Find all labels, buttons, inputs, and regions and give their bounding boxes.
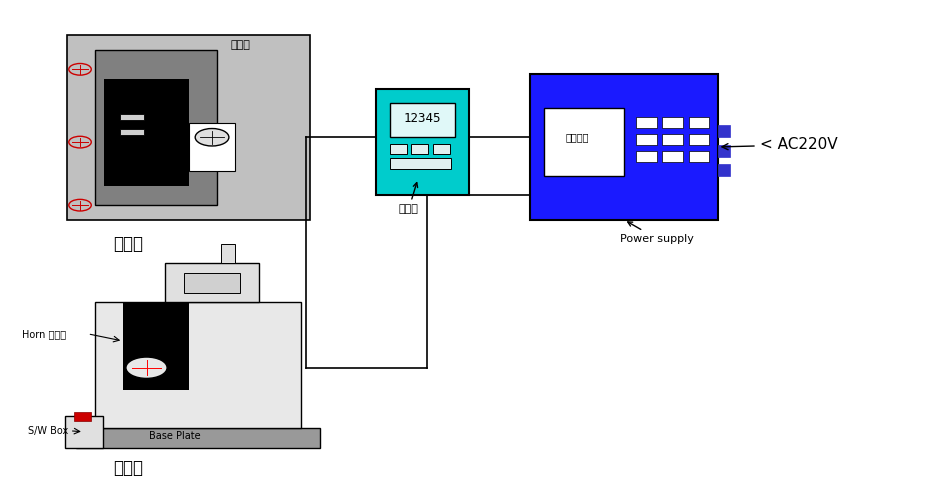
Bar	[662, 151, 683, 162]
Bar	[717, 144, 730, 157]
Bar	[104, 79, 189, 186]
Bar	[717, 125, 730, 137]
Bar	[165, 264, 259, 302]
Bar	[688, 151, 709, 162]
Text: Power supply: Power supply	[620, 222, 694, 244]
Bar	[184, 273, 240, 292]
Bar	[717, 164, 730, 176]
Circle shape	[126, 357, 167, 378]
Bar	[636, 117, 656, 127]
Text: S/W Box: S/W Box	[27, 426, 68, 436]
Circle shape	[195, 128, 229, 146]
Bar	[189, 122, 236, 171]
Bar	[67, 35, 311, 220]
Bar	[390, 158, 451, 169]
Text: 카운터: 카운터	[399, 183, 419, 214]
Text: < AC220V: < AC220V	[722, 138, 838, 152]
Text: 범일정맑: 범일정맑	[565, 132, 589, 142]
Bar	[120, 129, 144, 135]
Bar	[636, 134, 656, 144]
Bar	[95, 302, 301, 428]
Bar	[531, 74, 717, 220]
Text: Base Plate: Base Plate	[148, 431, 200, 441]
Text: 가압계: 가압계	[231, 40, 251, 50]
Bar	[390, 103, 455, 137]
Bar	[76, 428, 319, 448]
Bar	[95, 50, 217, 205]
Bar	[636, 151, 656, 162]
Bar	[688, 134, 709, 144]
Bar	[662, 117, 683, 127]
Bar	[411, 143, 428, 154]
Bar	[433, 143, 450, 154]
Bar	[662, 134, 683, 144]
Bar	[222, 244, 236, 264]
Text: 측면도: 측면도	[113, 459, 143, 477]
Bar	[688, 117, 709, 127]
Bar	[545, 108, 624, 176]
Text: Horn 고정축: Horn 고정축	[22, 329, 66, 339]
Bar	[390, 143, 407, 154]
Text: 평면도: 평면도	[113, 235, 143, 253]
Bar	[120, 115, 144, 120]
Bar	[65, 416, 102, 448]
Text: 12345: 12345	[404, 112, 441, 125]
Bar	[376, 89, 470, 196]
Bar	[74, 412, 91, 421]
Bar	[123, 302, 189, 389]
